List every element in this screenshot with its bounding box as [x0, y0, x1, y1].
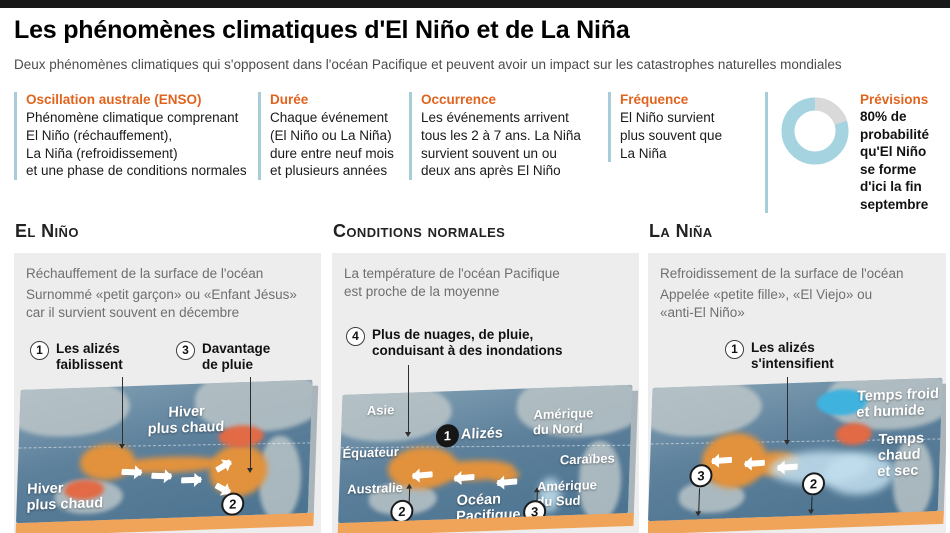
map-label-warm-dry-weather: Temps chaud et sec [876, 430, 925, 481]
annotation-number: 1 [30, 341, 49, 360]
panel-desc: Appelée «petite fille», «El Viejo» ou «a… [660, 287, 873, 320]
annotation-line [810, 496, 813, 513]
fact-box-enso: Oscillation australe (ENSO) Phénomène cl… [14, 92, 256, 181]
map-label-north-america: Amérique du Nord [532, 405, 594, 437]
page-subtitle: Deux phénomènes climatiques qui s'oppose… [14, 57, 842, 72]
annotation-number: 1 [725, 340, 744, 359]
annotation-line [405, 365, 411, 437]
map-label-south-america: Amérique du Sud [536, 477, 598, 509]
map-label-warmer-winter-south: Hiver plus chaud [26, 480, 104, 515]
la-nina-map: Temps froid et humide Temps chaud et sec… [648, 377, 944, 533]
fact-box-duree: Durée Chaque événement (El Niño ou La Ni… [258, 92, 408, 181]
map-surface: Asie Équateur Australie Amérique du Nord… [338, 384, 633, 524]
land-asia [648, 377, 763, 439]
top-black-bar [0, 0, 950, 8]
map-marker-2: 2 [220, 492, 245, 517]
land-asia [15, 379, 131, 439]
section-title-la-nina: La Niña [649, 221, 713, 241]
east-arrow-icon [181, 476, 202, 484]
fact-heading: Durée [270, 92, 309, 107]
fact-body: Les événements arrivent tous les 2 à 7 a… [421, 110, 581, 179]
panel-desc: Surnommé «petit garçon» ou «Enfant Jésus… [26, 287, 297, 320]
map-marker-2: 2 [389, 499, 414, 524]
annotation-text: Les alizés s'intensifient [751, 340, 834, 372]
annotation-line [119, 377, 125, 449]
annotation-number: 3 [176, 341, 195, 360]
annotation-text: Davantage de pluie [202, 341, 271, 373]
fact-body: Chaque événement (El Niño ou La Niña) du… [270, 110, 394, 179]
panel-la-nina: Refroidissement de la surface de l'océan… [648, 253, 946, 533]
map-label-warmer-winter-north: Hiver plus chaud [147, 403, 225, 438]
panel-desc: Refroidissement de la surface de l'océan [660, 266, 904, 281]
forecast-box: Prévisions 80% de probabilité qu'El Niño… [765, 92, 948, 214]
forecast-heading: Prévisions [860, 92, 929, 107]
fact-heading: Fréquence [620, 92, 689, 107]
map-label-trade-winds: Alizés [460, 425, 504, 443]
donut-chart-icon [781, 97, 849, 165]
annotation-trade-winds-weaken: 1 Les alizés faiblissent [30, 341, 123, 373]
fact-heading: Occurrence [421, 92, 497, 107]
section-title-conditions-normales: Conditions normales [333, 221, 506, 241]
annotation-text: Plus de nuages, de pluie, conduisant à d… [372, 327, 563, 359]
warm-anomaly [835, 422, 873, 446]
forecast-body: 80% de probabilité qu'El Niño se forme d… [860, 109, 930, 212]
annotation-line [247, 377, 253, 473]
fact-heading: Oscillation australe (ENSO) [26, 92, 202, 107]
panel-desc: La température de l'océan Pacifique est … [344, 266, 560, 299]
map-surface: Temps froid et humide Temps chaud et sec… [648, 377, 943, 522]
section-title-el-nino: El Niño [15, 221, 79, 241]
fact-body: Phénomène climatique comprenant El Niño … [26, 110, 247, 179]
map-surface: Hiver plus chaud Hiver plus chaud 2 [15, 379, 313, 524]
fact-body: El Niño survient plus souvent que La Niñ… [620, 110, 723, 161]
donut-rest-arc [781, 97, 849, 165]
panel-conditions-normales: La température de l'océan Pacifique est … [332, 253, 639, 533]
map-label-caribbean: Caraïbes [559, 450, 616, 468]
forecast-text: Prévisions 80% de probabilité qu'El Niño… [860, 92, 948, 213]
map-marker-2: 2 [801, 471, 826, 496]
panel-el-nino: Réchauffement de la surface de l'océan S… [14, 253, 321, 533]
map-label-equator: Équateur [342, 443, 400, 461]
el-nino-map: Hiver plus chaud Hiver plus chaud 2 [15, 379, 314, 533]
annotation-number: 4 [346, 327, 365, 346]
annotation-text: Les alizés faiblissent [56, 341, 123, 373]
fact-box-occurrence: Occurrence Les événements arrivent tous … [409, 92, 604, 181]
panel-desc: Réchauffement de la surface de l'océan [26, 266, 264, 281]
west-arrow-icon [497, 478, 518, 487]
page-title: Les phénomènes climatiques d'El Niño et … [14, 16, 630, 44]
annotation-more-rain: 3 Davantage de pluie [176, 341, 270, 373]
map-label-asia: Asie [366, 402, 395, 419]
east-arrow-icon [151, 472, 172, 480]
east-arrow-icon [121, 468, 142, 476]
annotation-clouds-rain-floods: 4 Plus de nuages, de pluie, conduisant à… [346, 327, 563, 359]
normal-conditions-map: Asie Équateur Australie Amérique du Nord… [337, 384, 634, 533]
fact-box-frequence: Fréquence El Niño survient plus souvent … [608, 92, 758, 163]
map-label-australia: Australie [346, 479, 404, 497]
annotation-line [784, 377, 790, 445]
map-marker-1-trade-winds: 1 [435, 423, 460, 448]
annotation-trade-winds-strengthen: 1 Les alizés s'intensifient [725, 340, 834, 372]
map-label-cold-wet-weather: Temps froid et humide [856, 385, 940, 422]
